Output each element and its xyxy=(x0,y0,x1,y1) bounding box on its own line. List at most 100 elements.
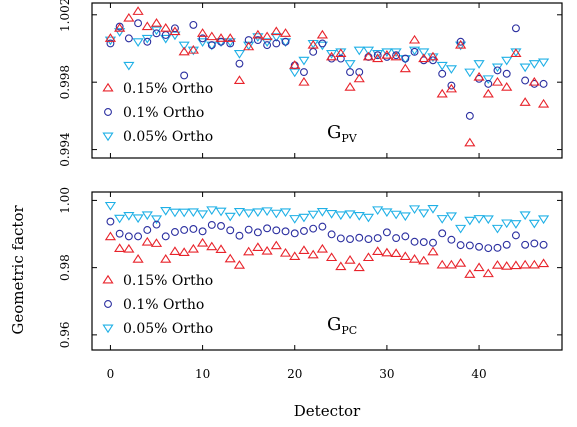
triangle-up-marker xyxy=(344,255,356,264)
circle-marker xyxy=(134,232,143,241)
triangle-down-marker xyxy=(418,48,430,58)
circle-marker xyxy=(152,29,161,38)
triangle-down-marker xyxy=(289,215,301,224)
triangle-up-marker xyxy=(233,75,246,84)
triangle-up-marker xyxy=(528,76,540,86)
triangle-up-marker xyxy=(464,137,476,147)
circle-marker xyxy=(124,34,133,43)
triangle-up-marker xyxy=(482,268,494,278)
triangle-down-marker xyxy=(528,219,540,229)
triangle-up-marker xyxy=(270,240,282,250)
triangle-up-marker xyxy=(325,252,338,262)
x-tick-label: 20 xyxy=(287,367,302,381)
triangle-up-marker xyxy=(381,50,393,59)
triangle-down-marker xyxy=(473,60,485,69)
triangle-up-marker xyxy=(353,73,365,83)
circle-marker xyxy=(189,20,198,29)
circle-marker xyxy=(253,228,262,237)
circle-marker xyxy=(401,232,410,241)
triangle-down-marker xyxy=(381,208,393,218)
triangle-up-marker xyxy=(528,259,540,269)
triangle-up-marker xyxy=(169,246,181,255)
triangle-down-marker xyxy=(233,208,246,217)
triangle-down-marker xyxy=(445,65,458,74)
triangle-up-marker xyxy=(233,260,246,269)
circle-marker xyxy=(521,240,530,249)
triangle-down-marker xyxy=(537,58,550,68)
triangle-up-marker xyxy=(510,260,522,270)
circle-marker xyxy=(106,217,115,226)
legend-0-05-ortho: 0.05% Ortho xyxy=(123,321,213,337)
triangle-down-marker xyxy=(491,224,504,234)
triangle-down-marker xyxy=(160,206,172,216)
triangle-down-marker xyxy=(344,60,356,69)
triangle-down-marker xyxy=(528,60,540,69)
legend-0-05-ortho-symbol xyxy=(102,132,114,142)
triangle-down-marker xyxy=(114,214,126,224)
triangle-up-marker xyxy=(427,51,439,61)
triangle-down-marker xyxy=(455,41,467,51)
triangle-down-marker xyxy=(455,224,467,234)
circle-marker xyxy=(475,242,484,251)
panel-label-pv: GPV xyxy=(327,122,358,145)
panel-label-subscript: PV xyxy=(341,132,357,145)
triangle-down-marker xyxy=(427,204,439,214)
circle-marker xyxy=(465,241,474,250)
circle-marker xyxy=(419,238,428,247)
triangle-down-marker xyxy=(501,56,513,66)
legend-0-1-ortho: 0.1% Ortho xyxy=(123,105,204,121)
y-tick-label: 1.00 xyxy=(58,187,72,214)
triangle-up-marker xyxy=(455,39,467,49)
triangle-down-marker xyxy=(362,213,375,223)
triangle-down-marker xyxy=(233,50,246,59)
triangle-up-marker xyxy=(418,255,430,265)
triangle-down-marker xyxy=(215,207,227,217)
circle-marker xyxy=(143,226,152,234)
triangle-down-marker xyxy=(123,212,135,221)
legend-0-1-ortho: 0.1% Ortho xyxy=(123,297,204,313)
triangle-up-marker xyxy=(289,60,301,69)
triangle-down-marker xyxy=(501,219,513,229)
circle-marker xyxy=(161,232,170,241)
circle-marker xyxy=(502,240,511,249)
triangle-up-marker xyxy=(196,28,209,37)
triangle-up-marker xyxy=(206,241,218,251)
triangle-up-marker xyxy=(279,28,292,37)
triangle-down-marker xyxy=(381,48,393,58)
triangle-down-marker xyxy=(279,208,292,218)
circle-marker xyxy=(318,39,327,48)
plot-frame xyxy=(91,2,563,159)
triangle-down-marker xyxy=(390,210,402,220)
circle-marker xyxy=(226,226,235,235)
circle-marker xyxy=(511,231,520,240)
triangle-up-marker xyxy=(298,76,310,86)
triangle-up-marker xyxy=(114,243,126,252)
y-tick-label: 0.98 xyxy=(58,254,72,281)
triangle-down-marker xyxy=(519,63,531,73)
triangle-up-marker xyxy=(169,26,181,36)
triangle-up-marker xyxy=(224,253,236,263)
circle-marker xyxy=(484,244,493,253)
triangle-up-marker xyxy=(537,98,550,108)
circle-marker xyxy=(263,41,272,50)
circle-marker xyxy=(364,235,373,244)
triangle-up-marker xyxy=(178,247,190,257)
triangle-down-marker xyxy=(482,215,494,225)
circle-marker xyxy=(447,235,456,244)
circle-marker xyxy=(152,220,161,229)
circle-marker xyxy=(300,68,308,77)
triangle-up-marker xyxy=(150,238,163,247)
triangle-up-marker xyxy=(464,269,476,278)
triangle-up-marker xyxy=(372,53,384,63)
circle-marker xyxy=(170,24,179,33)
circle-marker xyxy=(484,79,493,88)
legend-0-05-ortho-symbol xyxy=(102,324,114,334)
legend-0-15-ortho: 0.15% Ortho xyxy=(123,81,213,97)
triangle-down-marker xyxy=(270,33,282,42)
triangle-down-marker xyxy=(537,215,550,225)
triangle-up-marker xyxy=(307,249,319,259)
triangle-up-marker xyxy=(501,261,513,270)
triangle-up-marker xyxy=(399,63,411,73)
circle-marker xyxy=(272,39,281,48)
